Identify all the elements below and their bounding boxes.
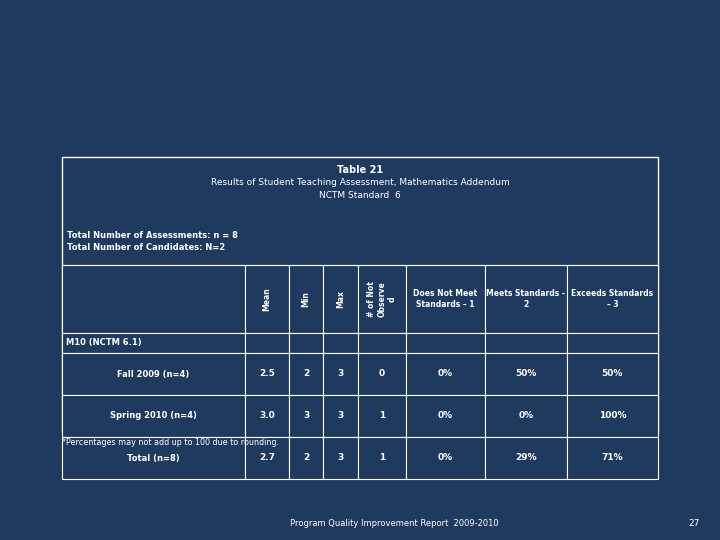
Bar: [358, 395, 406, 437]
Text: 50%: 50%: [515, 369, 536, 379]
Bar: [567, 333, 658, 353]
Bar: [323, 437, 358, 479]
Text: 0: 0: [379, 369, 385, 379]
Bar: [567, 265, 658, 333]
Bar: [245, 333, 289, 353]
Bar: [323, 333, 358, 353]
Bar: [485, 395, 567, 437]
Text: Total Number of Candidates: N=2: Total Number of Candidates: N=2: [67, 243, 225, 252]
Bar: [567, 395, 658, 437]
Text: 2: 2: [303, 454, 309, 462]
Text: 3: 3: [338, 411, 344, 421]
Text: 0%: 0%: [438, 454, 453, 462]
Text: 71%: 71%: [602, 454, 624, 462]
Bar: [358, 353, 406, 395]
Bar: [406, 333, 485, 353]
Bar: [406, 353, 485, 395]
Bar: [323, 395, 358, 437]
Text: 3: 3: [338, 454, 344, 462]
Bar: [323, 265, 358, 333]
Bar: [62, 157, 658, 432]
Text: Fall 2009 (n=4): Fall 2009 (n=4): [117, 369, 189, 379]
Bar: [358, 333, 406, 353]
Bar: [485, 437, 567, 479]
Bar: [245, 353, 289, 395]
Text: 1: 1: [379, 411, 385, 421]
Bar: [567, 437, 658, 479]
Text: Program Quality Improvement Report  2009-2010: Program Quality Improvement Report 2009-…: [290, 519, 499, 529]
Text: 2: 2: [303, 369, 309, 379]
Text: 1: 1: [379, 454, 385, 462]
Bar: [406, 437, 485, 479]
Bar: [406, 265, 485, 333]
Text: 27: 27: [688, 519, 700, 529]
Bar: [567, 353, 658, 395]
Text: 29%: 29%: [515, 454, 536, 462]
Text: *Percentages may not add up to 100 due to rounding.: *Percentages may not add up to 100 due t…: [62, 438, 279, 447]
Text: 0%: 0%: [438, 369, 453, 379]
Text: 3.0: 3.0: [259, 411, 275, 421]
Text: Min: Min: [302, 291, 310, 307]
Bar: [289, 353, 323, 395]
Text: Total (n=8): Total (n=8): [127, 454, 180, 462]
Bar: [62, 437, 245, 479]
Bar: [323, 353, 358, 395]
Bar: [62, 333, 245, 353]
Text: 50%: 50%: [602, 369, 623, 379]
Bar: [62, 395, 245, 437]
Bar: [289, 395, 323, 437]
Bar: [358, 265, 406, 333]
Text: 3: 3: [338, 369, 344, 379]
Text: Spring 2010 (n=4): Spring 2010 (n=4): [110, 411, 197, 421]
Text: NCTM Standard  6: NCTM Standard 6: [319, 191, 401, 200]
Bar: [485, 353, 567, 395]
Bar: [485, 333, 567, 353]
Bar: [245, 437, 289, 479]
Bar: [245, 395, 289, 437]
Bar: [62, 353, 245, 395]
Text: Table 21: Table 21: [337, 165, 383, 175]
Bar: [289, 265, 323, 333]
Text: Exceeds Standards
– 3: Exceeds Standards – 3: [572, 289, 654, 309]
Bar: [289, 437, 323, 479]
Text: M10 (NCTM 6.1): M10 (NCTM 6.1): [66, 339, 142, 348]
Text: 3: 3: [303, 411, 309, 421]
Text: 2.5: 2.5: [259, 369, 275, 379]
Text: 100%: 100%: [598, 411, 626, 421]
Text: Meets Standards -
2: Meets Standards - 2: [486, 289, 565, 309]
Text: 2.7: 2.7: [259, 454, 275, 462]
Bar: [245, 265, 289, 333]
Text: Total Number of Assessments: n = 8: Total Number of Assessments: n = 8: [67, 231, 238, 240]
Bar: [289, 333, 323, 353]
Text: Max: Max: [336, 290, 345, 308]
Text: # of Not
Observe
d: # of Not Observe d: [367, 281, 397, 317]
Bar: [358, 437, 406, 479]
Text: Results of Student Teaching Assessment, Mathematics Addendum: Results of Student Teaching Assessment, …: [211, 178, 509, 187]
Bar: [406, 395, 485, 437]
Text: 0%: 0%: [518, 411, 534, 421]
Bar: [62, 265, 245, 333]
Text: Does Not Meet
Standards – 1: Does Not Meet Standards – 1: [413, 289, 477, 309]
Bar: [485, 265, 567, 333]
Text: 0%: 0%: [438, 411, 453, 421]
Text: Mean: Mean: [262, 287, 271, 311]
